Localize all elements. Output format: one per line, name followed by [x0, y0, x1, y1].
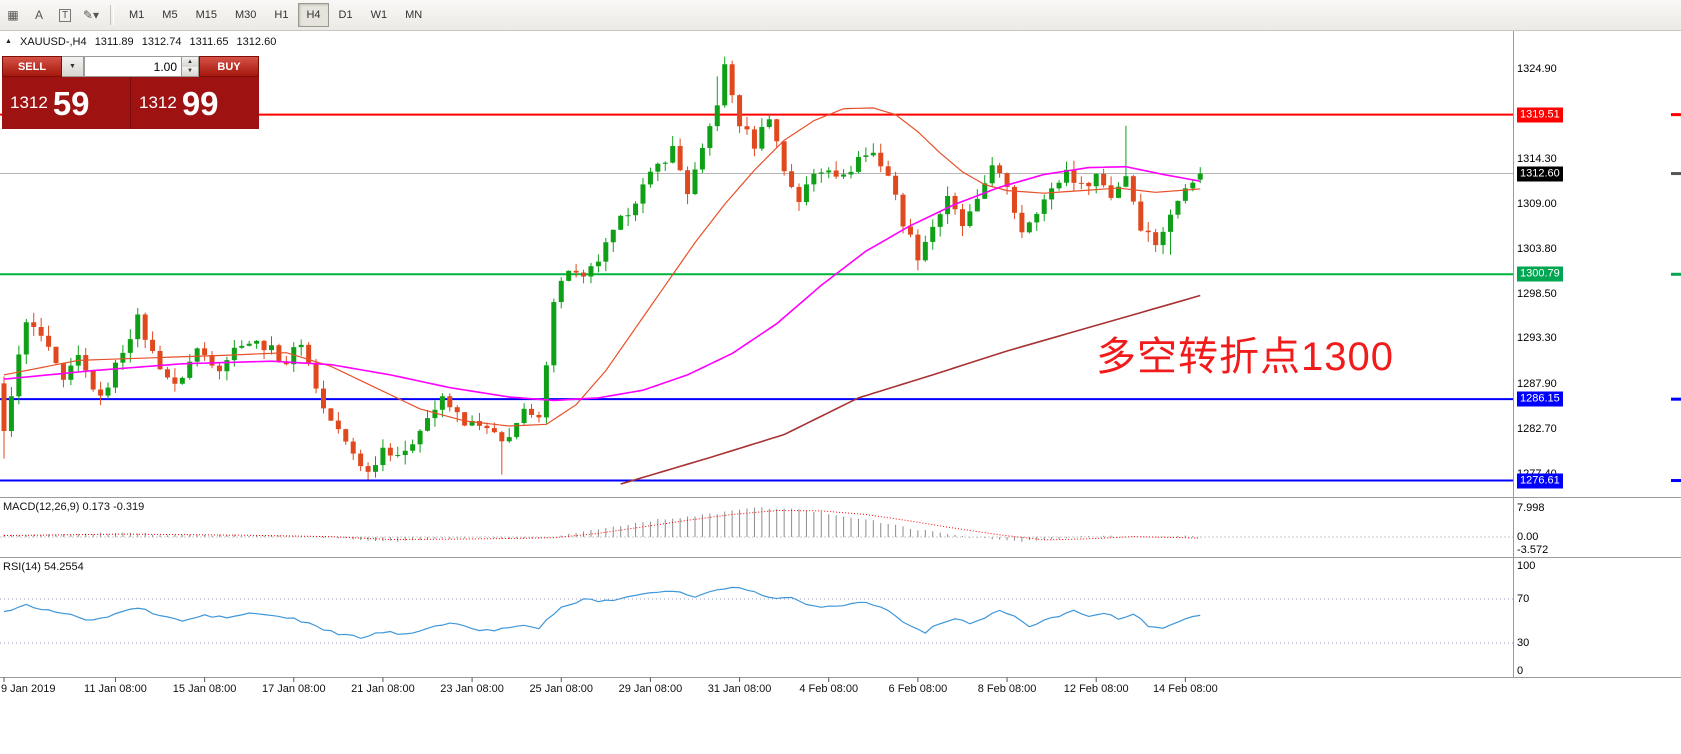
volume-increase-button[interactable]: ▲ — [182, 57, 198, 67]
timeframe-button-m30[interactable]: M30 — [234, 9, 257, 21]
price-axis-label: 1282.70 — [1517, 422, 1557, 435]
macd-value-main: 0.173 — [82, 501, 111, 513]
price-axis-label: 1303.80 — [1517, 242, 1557, 255]
macd-axis-label: 0.00 — [1517, 531, 1539, 543]
time-axis[interactable]: 9 Jan 2019 11 Jan 08:00 15 Jan 08:00 17 Jan… — [0, 683, 1513, 701]
macd-axis-label: 7.998 — [1517, 501, 1545, 514]
time-axis-label: 11 Jan 08:00 — [84, 683, 147, 695]
time-axis-label: 21 Jan 08:00 — [351, 683, 415, 695]
time-axis-label: 29 Jan 08:00 — [618, 683, 683, 695]
buy-price[interactable]: 1312 99 — [130, 77, 259, 129]
time-axis-label: 25 Jan 08:00 — [529, 683, 594, 695]
chevron-down-icon: ▼ — [69, 63, 76, 70]
macd-axis-label: -3.572 — [1517, 543, 1549, 556]
rsi-axis-label: 0 — [1517, 665, 1524, 677]
price-axis-label: 1293.30 — [1517, 332, 1557, 345]
timeframe-button-h1[interactable]: H1 — [274, 9, 289, 21]
bid-ask-display: 1312 59 1312 99 — [2, 77, 259, 129]
time-axis-label: 12 Feb 08:00 — [1063, 683, 1129, 695]
sell-price[interactable]: 1312 59 — [2, 77, 130, 129]
volume-input[interactable] — [84, 56, 182, 77]
rsi-name: RSI(14) — [3, 561, 41, 573]
time-axis-label: 31 Jan 08:00 — [707, 683, 772, 695]
price-axis-label: 1309.00 — [1517, 198, 1557, 211]
price-axis-label: 1324.90 — [1517, 62, 1557, 75]
ohlc-high: 1312.74 — [141, 36, 182, 48]
time-axis-label: 15 Jan 08:00 — [172, 683, 237, 695]
rsi-axis-label: 30 — [1517, 637, 1530, 649]
timeframe-button-m1[interactable]: M1 — [129, 9, 145, 21]
price-tag: 1319.51 — [1517, 107, 1563, 123]
timeframe-button-m15[interactable]: M15 — [195, 9, 217, 21]
buy-price-main: 1312 — [139, 93, 177, 112]
price-axis-label: 1287.90 — [1517, 378, 1557, 391]
time-axis-label: 17 Jan 08:00 — [261, 683, 326, 695]
timeframe-button-w1[interactable]: W1 — [370, 9, 388, 21]
time-axis-label: 9 Jan 2019 — [1, 683, 56, 695]
price-tag: 1286.15 — [1517, 391, 1563, 407]
rsi-axis-label: 100 — [1517, 560, 1536, 572]
volume-dropdown-button[interactable]: ▼ — [62, 56, 84, 77]
text-annotation-icon[interactable]: A — [34, 8, 43, 22]
toolbar: ▦ A T ✎▾ M1 M5 M15 M30 H1 H4 D1 W1 MN — [0, 0, 1681, 31]
macd-name: MACD(12,26,9) — [3, 501, 80, 513]
price-tag: 1300.79 — [1517, 266, 1563, 282]
price-axis[interactable]: 1324.90 1319.51 1314.30 1312.60 1309.00 1303.… — [1515, 30, 1679, 678]
time-axis-label: 14 Feb 08:00 — [1152, 683, 1218, 695]
buy-price-pips: 99 — [181, 84, 219, 122]
chart-ohlc-header: ▲ XAUUSD-,H4 1311.89 1312.74 1311.65 131… — [5, 36, 281, 48]
one-click-trading-panel: SELL ▼ ▲ ▼ BUY 1312 59 1312 99 — [2, 56, 259, 129]
rsi-indicator-label: RSI(14) 54.2554 — [3, 561, 84, 573]
price-tag: 1312.60 — [1517, 166, 1563, 182]
toolbar-icon-group: ▦ A T ✎▾ — [0, 4, 104, 26]
timeframe-button-mn[interactable]: MN — [405, 9, 423, 21]
ohlc-open: 1311.89 — [94, 36, 134, 48]
chart-grid-icon[interactable]: ▦ — [7, 8, 19, 22]
price-axis-label: 1298.50 — [1517, 287, 1557, 300]
sell-button[interactable]: SELL — [2, 56, 62, 77]
text-label-icon[interactable]: T — [53, 4, 77, 26]
toolbar-separator — [110, 5, 114, 25]
sell-price-pips: 59 — [52, 84, 90, 122]
timeframe-button-m5[interactable]: M5 — [162, 9, 178, 21]
time-axis-label: 23 Jan 08:00 — [440, 683, 504, 695]
time-axis-label: 4 Feb 08:00 — [799, 683, 859, 695]
ohlc-close: 1312.60 — [236, 36, 277, 48]
timeframe-button-group: M1 M5 M15 M30 H1 H4 D1 W1 MN — [120, 3, 431, 27]
timeframe-button-h4[interactable]: H4 — [298, 3, 329, 27]
volume-decrease-button[interactable]: ▼ — [182, 66, 198, 76]
rsi-axis-label: 70 — [1517, 593, 1530, 605]
macd-indicator-label: MACD(12,26,9) 0.173 -0.319 — [3, 501, 144, 513]
time-axis-label: 6 Feb 08:00 — [888, 683, 948, 695]
sell-price-main: 1312 — [10, 93, 48, 112]
ohlc-low: 1311.65 — [189, 36, 229, 48]
draw-tools-icon[interactable]: ✎▾ — [82, 8, 100, 22]
volume-stepper: ▲ ▼ — [182, 56, 199, 77]
buy-button[interactable]: BUY — [199, 56, 259, 77]
price-tag: 1276.61 — [1517, 473, 1563, 489]
chart-annotation-text: 多空转折点1300 — [1096, 335, 1394, 379]
symbol-period: XAUUSD-,H4 — [20, 36, 87, 48]
up-arrow-icon: ▲ — [5, 38, 12, 45]
time-axis-label: 8 Feb 08:00 — [977, 683, 1037, 695]
rsi-value: 54.2554 — [43, 561, 84, 573]
price-axis-label: 1314.30 — [1517, 153, 1557, 166]
timeframe-button-d1[interactable]: D1 — [338, 9, 353, 21]
macd-value-signal: -0.319 — [113, 501, 145, 513]
